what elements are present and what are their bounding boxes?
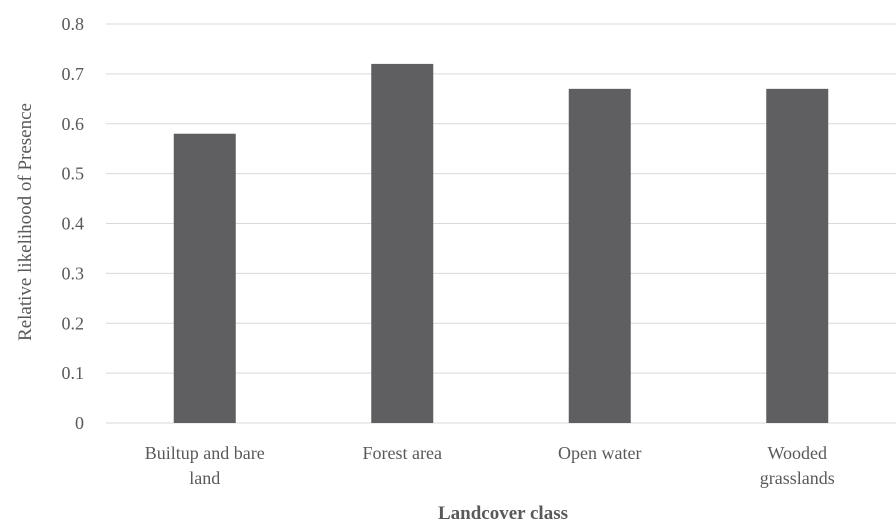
x-category-label: Builtup and bare land	[145, 443, 265, 488]
x-category-label-line: grasslands	[760, 468, 835, 488]
x-category-label-line: Wooded	[767, 443, 827, 463]
x-category-label-line: Forest area	[363, 443, 442, 463]
x-axis-title: Landcover class	[438, 503, 568, 524]
y-axis-title: Relative likelihood of Presence	[15, 103, 36, 341]
y-tick-label: 0.4	[62, 214, 85, 234]
x-category-label: Open water	[558, 443, 641, 463]
y-tick-label: 0	[75, 413, 84, 433]
x-category-label: Wooded grasslands	[760, 443, 835, 488]
bars	[173, 63, 829, 424]
x-category-label: Forest area	[363, 443, 442, 463]
x-category-labels: Builtup and bare land Forest area Open wate…	[145, 443, 835, 488]
gridlines	[106, 23, 896, 424]
y-tick-label: 0.7	[62, 64, 85, 84]
x-category-label-line: Builtup and bare	[145, 443, 265, 463]
x-category-label-line: Open water	[558, 443, 641, 463]
y-tick-label: 0.5	[62, 164, 85, 184]
x-category-label-line: land	[189, 468, 220, 488]
y-tick-labels: 0 0.1 0.2 0.3 0.4 0.5 0.6 0.7 0.8	[62, 14, 85, 433]
bar	[766, 88, 829, 424]
y-tick-label: 0.6	[62, 114, 85, 134]
y-tick-label: 0.3	[62, 263, 85, 283]
bar	[568, 88, 631, 424]
bar	[173, 133, 236, 423]
bar	[371, 63, 434, 424]
y-tick-label: 0.1	[62, 363, 85, 383]
y-tick-label: 0.2	[62, 313, 85, 333]
y-tick-label: 0.8	[62, 14, 85, 34]
